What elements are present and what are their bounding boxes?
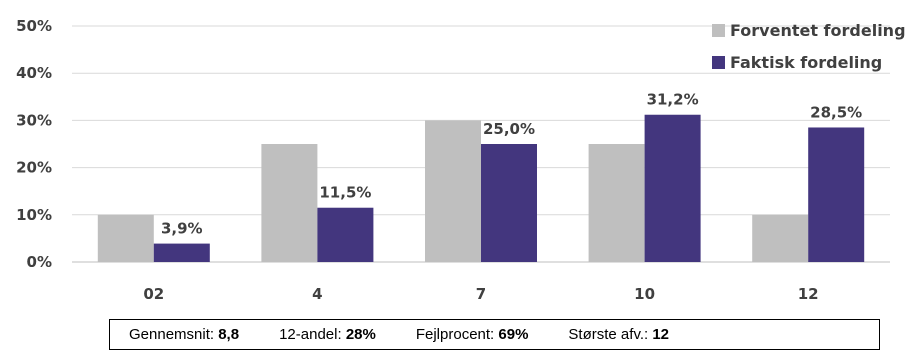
- bar-expected: [261, 144, 318, 262]
- legend: Forventet fordeling Faktisk fordeling: [712, 14, 906, 78]
- bar-actual: [808, 127, 865, 262]
- stat-average-label: Gennemsnit:: [129, 326, 215, 343]
- data-label: 11,5%: [319, 184, 371, 202]
- stat-max-deviation-label: Største afv.:: [568, 326, 649, 343]
- y-tick-label: 50%: [16, 17, 52, 35]
- data-label: 28,5%: [810, 103, 862, 121]
- data-label: 25,0%: [483, 120, 535, 138]
- stat-average: Gennemsnit: 8,8: [129, 326, 239, 343]
- bar-actual: [153, 243, 210, 262]
- bar-expected: [752, 214, 809, 262]
- legend-label-actual: Faktisk fordeling: [730, 52, 883, 72]
- x-tick-label: 4: [312, 285, 322, 303]
- stat-max-deviation-value: 12: [652, 326, 670, 343]
- x-tick-label: 12: [798, 285, 819, 303]
- x-tick-label: 10: [634, 285, 655, 303]
- stat-average-value: 8,8: [218, 326, 240, 343]
- stat-error-rate-label: Fejlprocent:: [415, 326, 495, 343]
- data-label: 31,2%: [647, 91, 699, 109]
- y-tick-label: 20%: [16, 159, 52, 177]
- bar-expected: [97, 214, 154, 262]
- legend-swatch-actual: [712, 55, 725, 69]
- y-tick-label: 40%: [16, 64, 52, 82]
- legend-label-expected: Forventet fordeling: [730, 20, 906, 40]
- y-tick-label: 30%: [16, 111, 52, 129]
- stats-bar: Gennemsnit: 8,8 12-andel: 28% Fejlprocen…: [109, 319, 880, 350]
- bar-actual: [481, 144, 537, 262]
- y-tick-label: 10%: [16, 206, 52, 224]
- stat-12-share-label: 12-andel:: [279, 326, 342, 343]
- stat-error-rate-value: 69%: [498, 326, 529, 343]
- bar-expected: [588, 144, 645, 262]
- stat-max-deviation: Største afv.: 12: [568, 326, 669, 343]
- legend-swatch-expected: [712, 23, 725, 37]
- bar-actual: [644, 114, 701, 263]
- y-tick-label: 0%: [27, 253, 52, 271]
- bar-expected: [425, 120, 481, 263]
- legend-item-actual: Faktisk fordeling: [712, 46, 906, 78]
- data-label: 3,9%: [161, 220, 203, 238]
- stat-12-share-value: 28%: [345, 326, 376, 343]
- legend-item-expected: Forventet fordeling: [712, 14, 906, 46]
- bar-actual: [317, 207, 374, 262]
- bar-chart: 0% 10% 20% 30% 40% 50% 3,9% 02 11,5% 4 25,0% 7 31,2%…: [16, 17, 890, 303]
- x-tick-label: 02: [143, 285, 164, 303]
- x-tick-label: 7: [476, 285, 486, 303]
- stat-error-rate: Fejlprocent: 69%: [416, 326, 529, 343]
- stat-12-share: 12-andel: 28%: [279, 326, 376, 343]
